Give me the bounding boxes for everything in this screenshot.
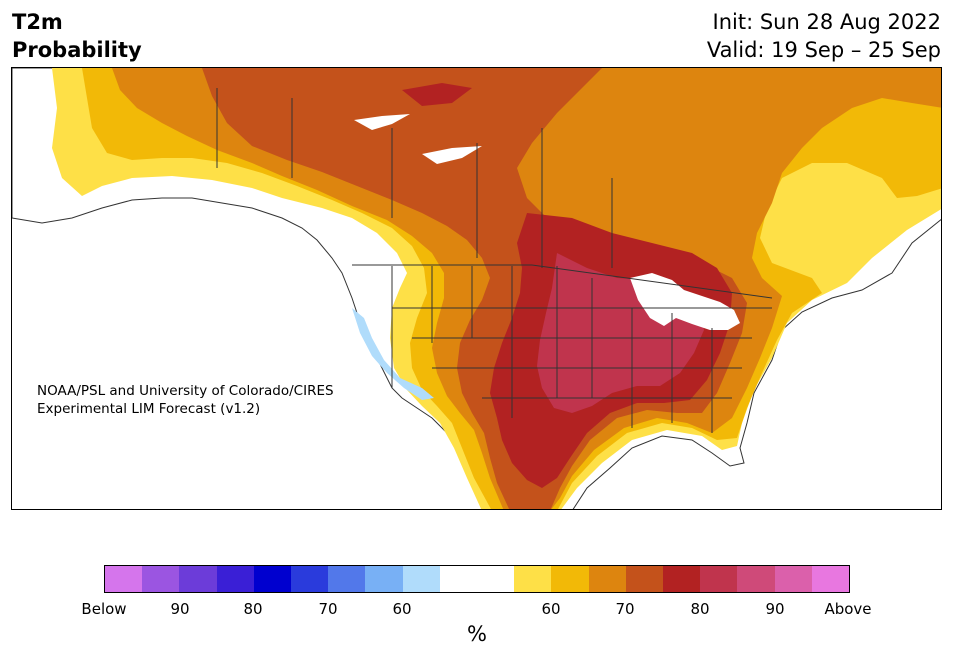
colorbar-segment xyxy=(700,566,738,592)
colorbar-segment xyxy=(328,566,366,592)
colorbar-segment xyxy=(402,566,440,592)
colorbar-segment xyxy=(774,566,812,592)
colorbar-tick-label: 80 xyxy=(690,600,710,618)
credit-text: NOAA/PSL and University of Colorado/CIRE… xyxy=(37,382,334,418)
credit-line-1: NOAA/PSL and University of Colorado/CIRE… xyxy=(37,383,334,399)
colorbar-tick-label: Above xyxy=(824,600,872,618)
colorbar-segment xyxy=(179,566,217,592)
colorbar-segment xyxy=(625,566,664,592)
valid-dates: Valid: 19 Sep – 25 Sep xyxy=(706,38,941,62)
init-date: Init: Sun 28 Aug 2022 xyxy=(712,10,941,34)
colorbar-segment xyxy=(253,566,292,592)
colorbar-tick-label: 70 xyxy=(318,600,338,618)
colorbar-segment xyxy=(663,566,701,592)
forecast-map xyxy=(11,67,942,510)
colorbar-segment xyxy=(551,566,589,592)
colorbar-unit: % xyxy=(467,622,487,646)
colorbar-segment xyxy=(365,566,403,592)
map-title: T2m Probability xyxy=(12,8,142,64)
colorbar-tick-label: 70 xyxy=(615,600,635,618)
colorbar-segment xyxy=(811,566,850,592)
colorbar-segment xyxy=(588,566,626,592)
northern-lake-2 xyxy=(422,146,482,164)
colorbar-segment xyxy=(439,566,478,592)
colorbar-tick-label: 90 xyxy=(765,600,785,618)
forecast-dates: Init: Sun 28 Aug 2022 Valid: 19 Sep – 25… xyxy=(707,8,941,64)
state-borders xyxy=(216,88,773,433)
colorbar-segment xyxy=(216,566,254,592)
title-kind: Probability xyxy=(12,38,142,62)
colorbar-segment xyxy=(142,566,180,592)
band-above-80-north xyxy=(402,83,472,106)
northern-lake xyxy=(354,114,410,130)
colorbar-segment xyxy=(291,566,329,592)
great-lakes xyxy=(630,273,740,330)
colorbar-tick-label: 80 xyxy=(243,600,263,618)
colorbar-segment xyxy=(514,566,552,592)
map-canvas xyxy=(12,68,941,509)
band-below-60 xyxy=(352,308,434,400)
colorbar-tick-label: 60 xyxy=(541,600,561,618)
colorbar xyxy=(104,565,850,593)
colorbar-segment xyxy=(477,566,515,592)
colorbar-tick-label: 90 xyxy=(170,600,190,618)
colorbar-segment xyxy=(737,566,775,592)
colorbar-segment xyxy=(105,566,143,592)
colorbar-tick-label: 60 xyxy=(392,600,412,618)
colorbar-tick-label: Below xyxy=(81,600,127,618)
title-variable: T2m xyxy=(12,10,63,34)
credit-line-2: Experimental LIM Forecast (v1.2) xyxy=(37,401,261,417)
